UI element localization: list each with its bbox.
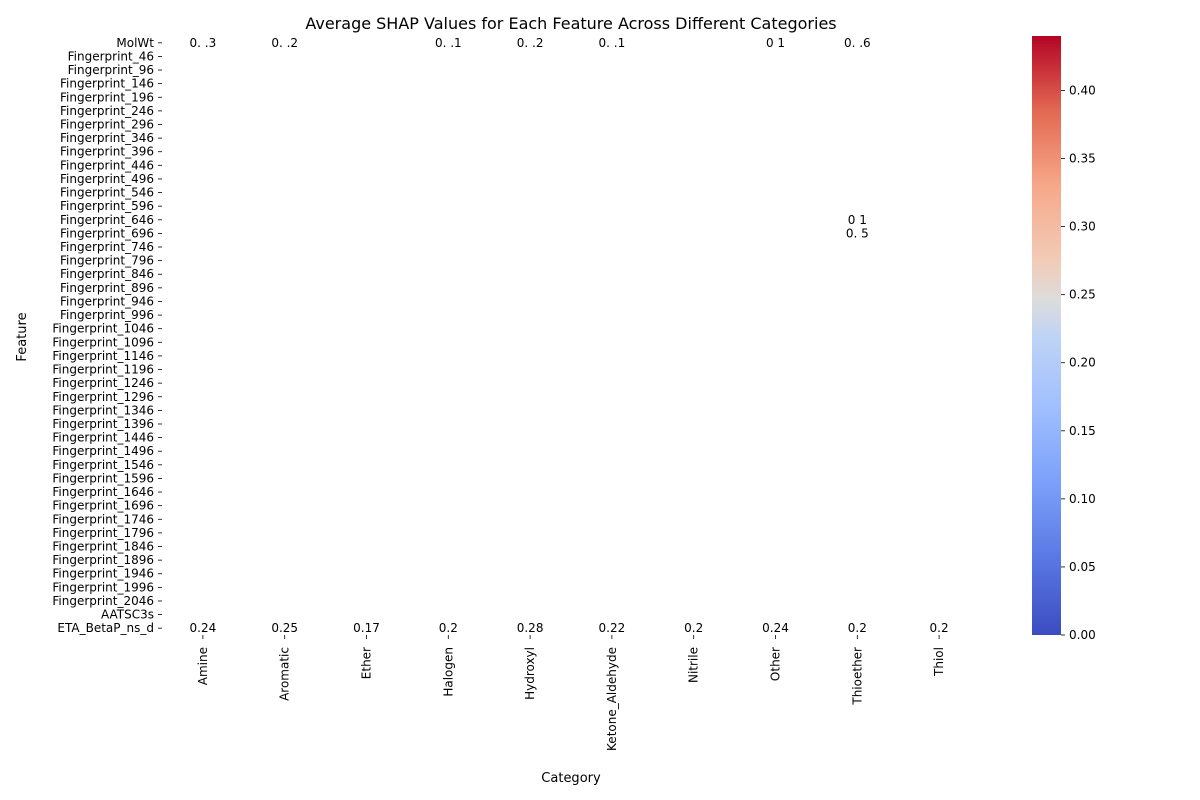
y-tick-label: Fingerprint_1146 <box>52 349 154 363</box>
colorbar-tick-label: 0.15 <box>1069 424 1096 438</box>
x-tick-labels: Amine Aromatic Ether Halogen Hydroxyl Ketone_… <box>196 635 946 751</box>
y-tick-label: Fingerprint_796 <box>60 254 154 268</box>
cell-annotation: 0.28 <box>517 621 544 635</box>
x-tick-label: Other <box>769 647 783 681</box>
x-tick-label: Ketone_Aldehyde <box>605 647 619 751</box>
y-tick-label: Fingerprint_1246 <box>52 376 154 390</box>
colorbar-tick-label: 0.25 <box>1069 288 1096 302</box>
y-tick-label: Fingerprint_1196 <box>52 363 154 377</box>
cell-annotations: 0. .3 0. .2 0. .1 0. .2 0. .1 0 1 0. .60 10. 5… <box>190 36 949 635</box>
y-tick-label: Fingerprint_1696 <box>52 499 154 513</box>
cell-annotation: 0.2 <box>930 621 949 635</box>
x-tick-label: Hydroxyl <box>523 647 537 700</box>
colorbar: 0.00 0.05 0.10 0.15 0.20 0.25 0.30 0.35 0.40 <box>1032 36 1096 642</box>
y-tick-label: Fingerprint_946 <box>60 294 154 308</box>
y-tick-label: ETA_BetaP_ns_d <box>57 621 154 635</box>
cell-annotation: 0.24 <box>190 621 217 635</box>
y-tick-label: Fingerprint_146 <box>60 77 154 91</box>
cell-annotation: 0.2 <box>684 621 703 635</box>
y-axis-label: Feature <box>15 312 30 361</box>
cell-annotation: 0. .6 <box>844 36 871 50</box>
y-tick-label: Fingerprint_1496 <box>52 444 154 458</box>
y-tick-label: Fingerprint_296 <box>60 117 154 131</box>
x-tick-label: Nitrile <box>687 647 701 683</box>
y-tick-label: Fingerprint_846 <box>60 267 154 281</box>
y-tick-label: Fingerprint_2046 <box>52 594 154 608</box>
cell-annotation: 0.22 <box>599 621 626 635</box>
y-tick-label: Fingerprint_1896 <box>52 553 154 567</box>
y-tick-label: Fingerprint_646 <box>60 213 154 227</box>
y-tick-labels: MolWtFingerprint_46Fingerprint_96Fingerp… <box>52 36 162 635</box>
cell-annotation: 0. .1 <box>599 36 626 50</box>
cell-annotation: 0. .2 <box>517 36 544 50</box>
y-tick-label: Fingerprint_1046 <box>52 322 154 336</box>
colorbar-tick-label: 0.10 <box>1069 492 1096 506</box>
y-tick-label: MolWt <box>116 36 154 50</box>
colorbar-tick-label: 0.05 <box>1069 560 1096 574</box>
y-tick-label: Fingerprint_1846 <box>52 540 154 554</box>
colorbar-tick-label: 0.40 <box>1069 83 1096 97</box>
x-tick-label: Thiol <box>932 647 946 677</box>
y-tick-label: Fingerprint_496 <box>60 172 154 186</box>
y-tick-label: Fingerprint_896 <box>60 281 154 295</box>
y-tick-label: Fingerprint_1646 <box>52 485 154 499</box>
y-tick-label: Fingerprint_596 <box>60 199 154 213</box>
y-tick-label: Fingerprint_1346 <box>52 403 154 417</box>
cell-annotation: 0.24 <box>762 621 789 635</box>
y-tick-label: Fingerprint_1796 <box>52 526 154 540</box>
cell-annotation: 0. .2 <box>271 36 298 50</box>
cell-annotation: 0 1 <box>848 213 867 227</box>
y-tick-label: Fingerprint_346 <box>60 131 154 145</box>
cell-annotation: 0.2 <box>439 621 458 635</box>
colorbar-ticks: 0.00 0.05 0.10 0.15 0.20 0.25 0.30 0.35 0.40 <box>1061 83 1096 642</box>
cell-annotation: 0. .1 <box>435 36 462 50</box>
colorbar-tick-label: 0.00 <box>1069 628 1096 642</box>
cell-annotation: 0.17 <box>353 621 380 635</box>
x-tick-label: Aromatic <box>278 647 292 701</box>
y-tick-label: Fingerprint_746 <box>60 240 154 254</box>
y-tick-label: Fingerprint_396 <box>60 145 154 159</box>
y-tick-label: Fingerprint_246 <box>60 104 154 118</box>
cell-annotation: 0. 5 <box>846 226 869 240</box>
x-tick-label: Ether <box>360 647 374 679</box>
x-tick-label: Halogen <box>441 647 455 697</box>
y-tick-label: Fingerprint_546 <box>60 186 154 200</box>
y-tick-label: Fingerprint_1596 <box>52 471 154 485</box>
y-tick-label: Fingerprint_996 <box>60 308 154 322</box>
chart-title: Average SHAP Values for Each Feature Acr… <box>305 14 836 33</box>
cell-annotation: 0 1 <box>766 36 785 50</box>
x-axis-label: Category <box>541 771 601 786</box>
colorbar-tick-label: 0.35 <box>1069 152 1096 166</box>
y-tick-label: Fingerprint_1946 <box>52 567 154 581</box>
x-tick-label: Thioether <box>850 647 864 706</box>
y-tick-label: AATSC3s <box>101 608 154 622</box>
y-tick-label: Fingerprint_696 <box>60 226 154 240</box>
cell-annotation: 0.2 <box>848 621 867 635</box>
colorbar-gradient <box>1032 36 1061 635</box>
cell-annotation: 0.25 <box>271 621 298 635</box>
y-tick-label: Fingerprint_1396 <box>52 417 154 431</box>
x-tick-label: Amine <box>196 647 210 685</box>
y-tick-label: Fingerprint_1746 <box>52 512 154 526</box>
y-tick-label: Fingerprint_196 <box>60 90 154 104</box>
colorbar-tick-label: 0.30 <box>1069 220 1096 234</box>
cell-annotation: 0. .3 <box>190 36 217 50</box>
y-tick-label: Fingerprint_1446 <box>52 431 154 445</box>
y-tick-label: Fingerprint_1096 <box>52 335 154 349</box>
y-tick-label: Fingerprint_96 <box>68 63 154 77</box>
y-tick-label: Fingerprint_1296 <box>52 390 154 404</box>
colorbar-tick-label: 0.20 <box>1069 356 1096 370</box>
y-tick-label: Fingerprint_1996 <box>52 580 154 594</box>
y-tick-label: Fingerprint_46 <box>68 49 154 63</box>
y-tick-label: Fingerprint_1546 <box>52 458 154 472</box>
y-tick-label: Fingerprint_446 <box>60 158 154 172</box>
